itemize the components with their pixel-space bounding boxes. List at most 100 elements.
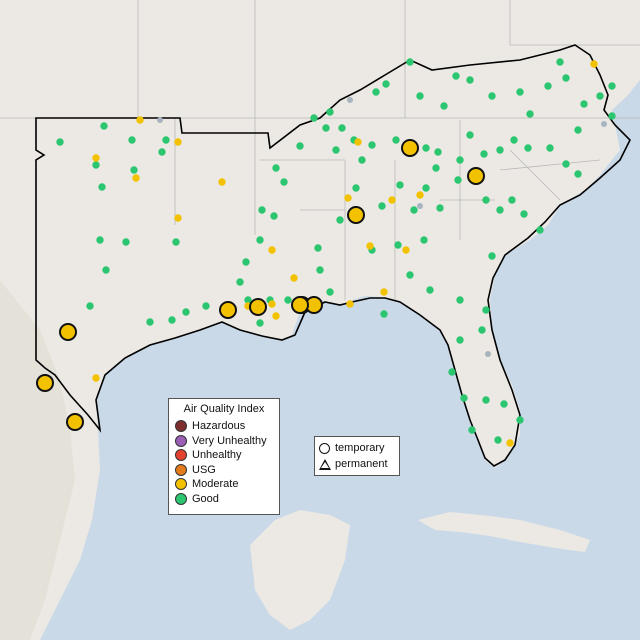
legend-item-good: Good: [175, 492, 273, 507]
good-monitor-dot: [296, 142, 304, 150]
moderate-monitor-dot: [346, 300, 354, 308]
moderate-swatch-icon: [175, 478, 187, 491]
legend-label: Unhealthy: [192, 449, 242, 462]
good-monitor-dot: [454, 176, 462, 184]
good-monitor-dot: [314, 244, 322, 252]
good-swatch-icon: [175, 492, 187, 505]
good-monitor-dot: [556, 58, 564, 66]
moderate-monitor-dot: [136, 116, 144, 124]
good-monitor-dot: [580, 100, 588, 108]
aqi-legend-title: Air Quality Index: [183, 403, 265, 415]
temporary-monitor-marker: [401, 139, 419, 157]
good-monitor-dot: [416, 92, 424, 100]
good-monitor-dot: [394, 241, 402, 249]
moderate-monitor-dot: [268, 300, 276, 308]
moderate-monitor-dot: [380, 288, 388, 296]
good-monitor-dot: [280, 178, 288, 186]
legend-item-permanent: permanent: [319, 456, 395, 472]
temporary-monitor-marker: [59, 323, 77, 341]
good-monitor-dot: [520, 210, 528, 218]
good-monitor-dot: [310, 114, 318, 122]
moderate-monitor-dot: [92, 374, 100, 382]
good-monitor-dot: [98, 183, 106, 191]
moderate-monitor-dot: [366, 242, 374, 250]
mexico-terrain: [0, 280, 75, 640]
cuba-land: [418, 512, 590, 552]
good-monitor-dot: [524, 144, 532, 152]
unhealthy-swatch-icon: [175, 449, 187, 462]
good-monitor-dot: [596, 92, 604, 100]
legend-item-usg: USG: [175, 463, 273, 478]
good-monitor-dot: [544, 82, 552, 90]
moderate-monitor-dot: [590, 60, 598, 68]
good-monitor-dot: [500, 400, 508, 408]
good-monitor-dot: [536, 226, 544, 234]
good-monitor-dot: [158, 148, 166, 156]
good-monitor-dot: [456, 296, 464, 304]
good-monitor-dot: [510, 136, 518, 144]
good-monitor-dot: [488, 92, 496, 100]
good-monitor-dot: [432, 164, 440, 172]
hazardous-swatch-icon: [175, 420, 187, 433]
good-monitor-dot: [326, 108, 334, 116]
temporary-monitor-marker: [219, 301, 237, 319]
good-monitor-dot: [96, 236, 104, 244]
legend-item-temporary: temporary: [319, 440, 395, 456]
good-monitor-dot: [466, 131, 474, 139]
good-monitor-dot: [426, 286, 434, 294]
good-monitor-dot: [372, 88, 380, 96]
good-monitor-dot: [236, 278, 244, 286]
moderate-monitor-dot: [388, 196, 396, 204]
good-monitor-dot: [382, 80, 390, 88]
good-monitor-dot: [574, 170, 582, 178]
good-monitor-dot: [516, 88, 524, 96]
temporary-monitor-marker: [347, 206, 365, 224]
good-monitor-dot: [452, 72, 460, 80]
good-monitor-dot: [406, 271, 414, 279]
good-monitor-dot: [378, 202, 386, 210]
moderate-monitor-dot: [218, 178, 226, 186]
legend-label: Good: [192, 492, 219, 505]
legend-label: temporary: [335, 442, 385, 454]
good-monitor-dot: [440, 102, 448, 110]
temporary-monitor-marker: [467, 167, 485, 185]
good-monitor-dot: [466, 76, 474, 84]
good-monitor-dot: [480, 150, 488, 158]
good-monitor-dot: [338, 124, 346, 132]
temporary-monitor-marker: [66, 413, 84, 431]
good-monitor-dot: [608, 112, 616, 120]
legend-label: USG: [192, 463, 216, 476]
circle-outline-icon: [319, 442, 330, 454]
moderate-monitor-dot: [92, 154, 100, 162]
good-monitor-dot: [516, 416, 524, 424]
temporary-monitor-marker: [291, 296, 309, 314]
good-monitor-dot: [562, 74, 570, 82]
moderate-monitor-dot: [290, 274, 298, 282]
moderate-monitor-dot: [402, 246, 410, 254]
inactive-monitor-dot: [347, 97, 353, 103]
good-monitor-dot: [422, 144, 430, 152]
legend-label: Very Unhealthy: [192, 434, 267, 447]
legend-item-hazardous: Hazardous: [175, 419, 273, 434]
good-monitor-dot: [380, 310, 388, 318]
legend-item-very-unhealthy: Very Unhealthy: [175, 434, 273, 449]
inactive-monitor-dot: [485, 351, 491, 357]
good-monitor-dot: [100, 122, 108, 130]
inactive-monitor-dot: [417, 203, 423, 209]
good-monitor-dot: [316, 266, 324, 274]
good-monitor-dot: [478, 326, 486, 334]
good-monitor-dot: [608, 82, 616, 90]
good-monitor-dot: [508, 196, 516, 204]
good-monitor-dot: [242, 258, 250, 266]
good-monitor-dot: [182, 308, 190, 316]
legend-item-unhealthy: Unhealthy: [175, 448, 273, 463]
inactive-monitor-dot: [157, 117, 163, 123]
good-monitor-dot: [496, 206, 504, 214]
moderate-monitor-dot: [272, 312, 280, 320]
state-border: [499, 159, 601, 171]
good-monitor-dot: [574, 126, 582, 134]
good-monitor-dot: [128, 136, 136, 144]
